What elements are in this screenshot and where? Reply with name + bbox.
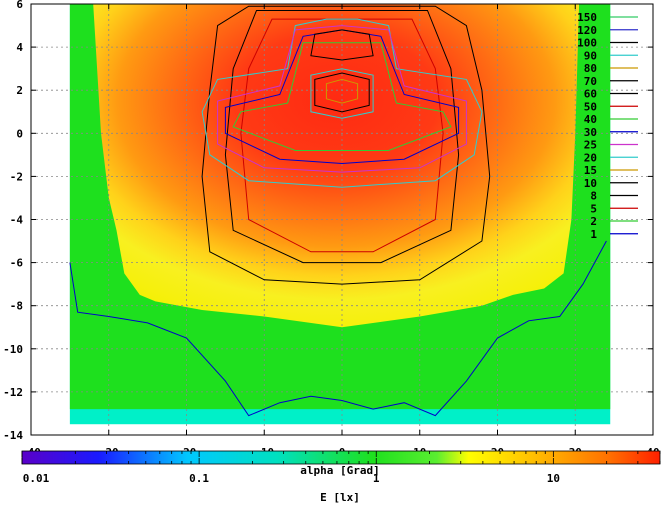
y-tick-label: 4	[16, 41, 23, 54]
legend-entry: 15	[584, 164, 638, 177]
x-axis-title: alpha [Grad]	[300, 464, 379, 477]
legend-label: 50	[584, 100, 597, 113]
colorbar-tick-label: 0.1	[189, 472, 209, 485]
legend-entry: 150	[577, 11, 638, 24]
contour-line	[201, 5, 491, 285]
contour-lines	[69, 5, 607, 417]
warm-region	[93, 4, 580, 328]
legend-label: 60	[584, 88, 597, 101]
legend-entry: 10	[584, 177, 638, 190]
colorbar-tick-label: 0.01	[23, 472, 50, 485]
legend-entry: 80	[584, 62, 638, 75]
legend-entry: 40	[584, 113, 638, 126]
y-tick-label: -10	[3, 343, 23, 356]
legend-entry: 30	[584, 126, 638, 139]
legend-label: 80	[584, 62, 597, 75]
legend-entry: 5	[590, 202, 638, 215]
legend-label: 100	[577, 37, 597, 50]
contour-line	[310, 68, 374, 119]
y-tick-label: -4	[10, 214, 24, 227]
legend-label: 8	[590, 190, 597, 203]
legend-label: 20	[584, 151, 597, 164]
y-tick-label: -6	[10, 257, 24, 270]
y-tick-label: -14	[3, 429, 23, 442]
legend-entry: 100	[577, 37, 638, 50]
y-tick-label: 0	[16, 127, 23, 140]
colorbar-tick-label: 1	[373, 472, 380, 485]
contour-line	[217, 25, 467, 173]
legend-label: 40	[584, 113, 597, 126]
contour-line	[201, 18, 483, 188]
y-tick-label: 2	[16, 84, 23, 97]
y-tick-label: -2	[10, 170, 23, 183]
y-tick-label: -12	[3, 386, 23, 399]
legend-label: 90	[584, 49, 597, 62]
legend-label: 15	[584, 164, 597, 177]
legend-entry: 2	[590, 215, 638, 228]
colorbar-tick-label: 10	[547, 472, 560, 485]
legend-label: 30	[584, 126, 597, 139]
contour-line	[232, 42, 452, 151]
legend-label: 150	[577, 11, 597, 24]
legend-label: 1	[590, 228, 597, 241]
y-tick-label: 6	[16, 0, 23, 11]
legend-entry: 120	[577, 24, 638, 37]
legend-entry: 50	[584, 100, 638, 113]
contour-line	[240, 18, 444, 253]
legend-label: 25	[584, 139, 597, 152]
legend-label: 70	[584, 75, 597, 88]
legend-entry: 8	[590, 190, 638, 203]
legend-entry: 90	[584, 49, 638, 62]
legend-entry: 70	[584, 75, 638, 88]
legend-label: 10	[584, 177, 597, 190]
legend-label: 2	[590, 215, 597, 228]
y-tick-label: -8	[10, 300, 23, 313]
contour-line	[224, 29, 460, 165]
legend-label: 120	[577, 24, 597, 37]
contour-line	[69, 240, 607, 417]
legend-entry: 1	[590, 228, 638, 241]
colorbar-title: E [lx]	[320, 491, 360, 504]
legend-entry: 25	[584, 139, 638, 152]
legend-entry: 20	[584, 151, 638, 164]
colorbar-gradient	[21, 450, 661, 465]
legend-entry: 60	[584, 88, 638, 101]
contour-line	[314, 72, 370, 113]
contour-line	[310, 29, 374, 61]
y-axis-ticks: -14 -12 -10 -8 -6 -4 -2 0 2 4 6	[3, 0, 653, 442]
legend-label: 5	[590, 202, 597, 215]
contour-line	[325, 78, 359, 104]
colorbar: 0.01 0.1 1 10	[21, 450, 661, 485]
heatmap-surface	[69, 4, 611, 425]
